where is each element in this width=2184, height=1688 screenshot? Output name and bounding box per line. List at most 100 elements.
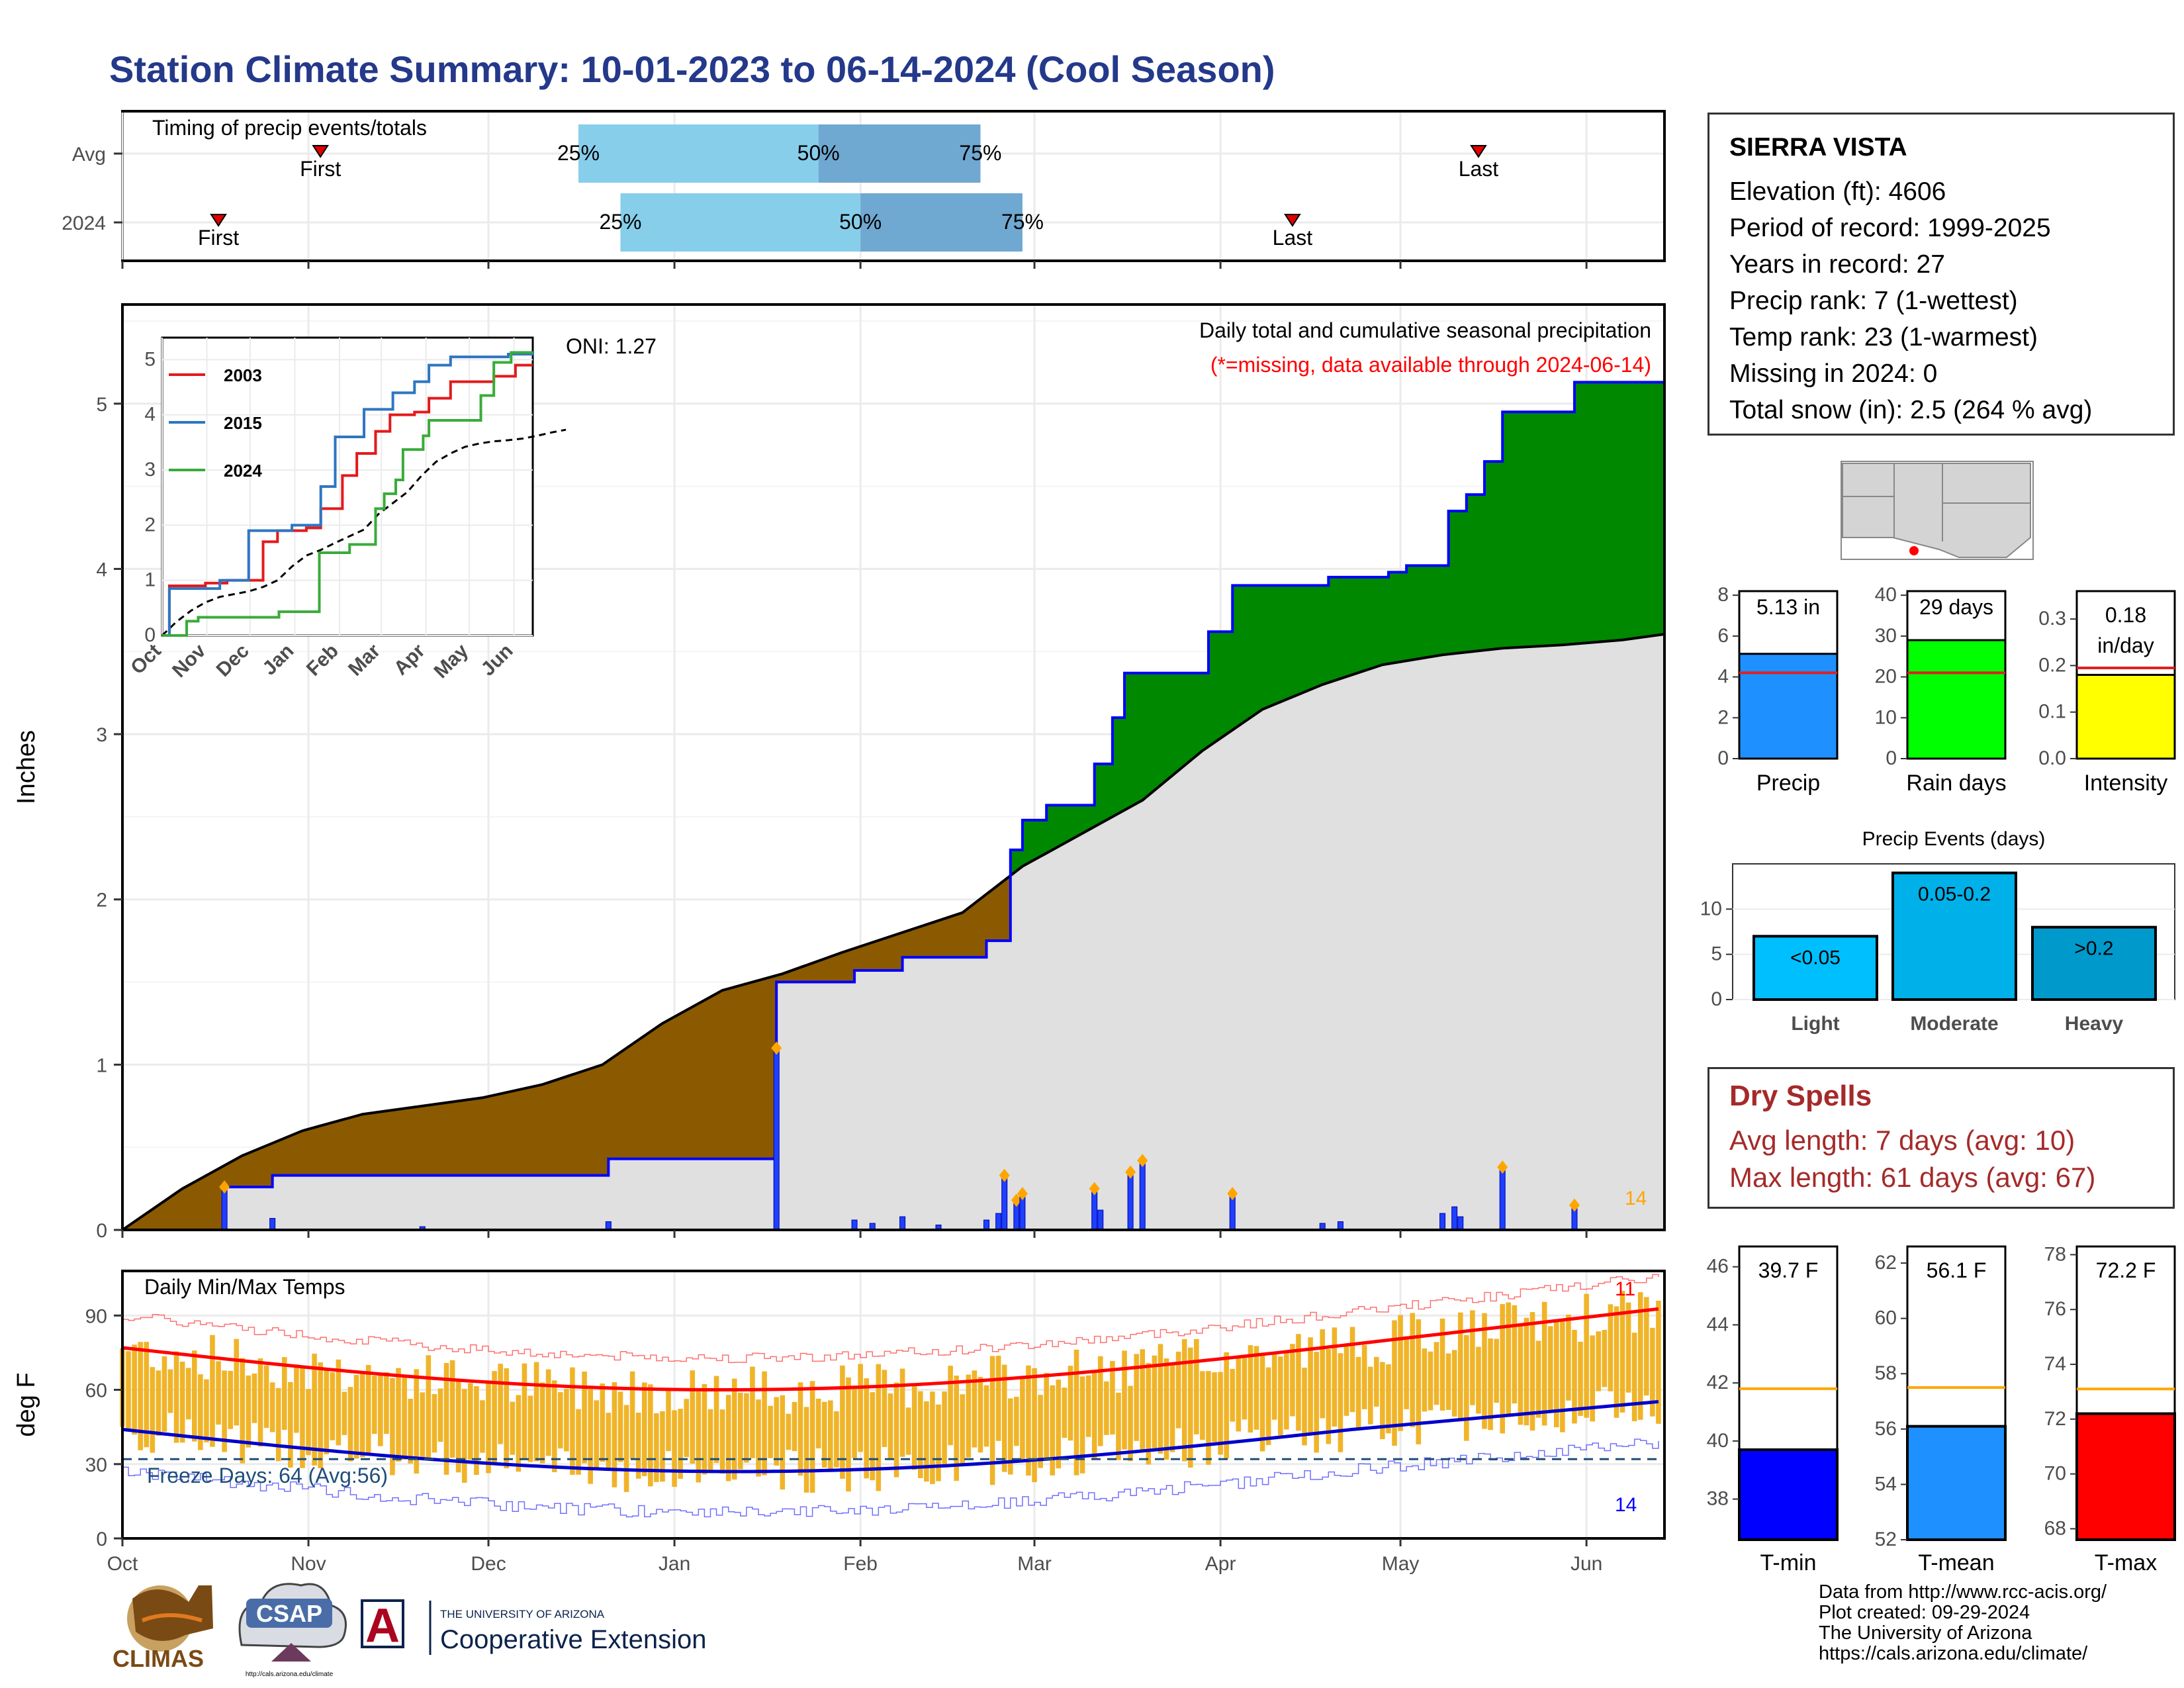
station-period: Period of record: 1999-2025	[1729, 214, 2051, 242]
mini-temp-ytick-label: 38	[1707, 1488, 1729, 1510]
mini-precip-value-1: 29 days	[1919, 595, 1993, 619]
daily-precip-bar	[1001, 1175, 1008, 1231]
daily-temp-bar	[378, 1374, 383, 1446]
ua-logo-small-text: THE UNIVERSITY OF ARIZONA	[440, 1608, 605, 1620]
mini-precip-ytick-label: 6	[1717, 625, 1729, 647]
daily-temp-bar	[1482, 1313, 1487, 1429]
timing-label-50: 50%	[839, 210, 882, 234]
page-title: Station Climate Summary: 10-01-2023 to 0…	[109, 48, 1275, 90]
daily-temp-bar	[185, 1368, 191, 1420]
csap-logo-url: http://cals.arizona.edu/climate	[246, 1671, 334, 1678]
daily-temp-bar	[1152, 1355, 1158, 1448]
daily-temp-bar	[960, 1394, 966, 1466]
dry-spells-title: Dry Spells	[1729, 1080, 1872, 1112]
daily-precip-marker	[1125, 1165, 1136, 1179]
timing-row-label-avg: Avg	[72, 144, 106, 165]
daily-precip-bar	[1457, 1216, 1464, 1231]
daily-temp-bar	[846, 1377, 851, 1492]
daily-temp-bar	[545, 1369, 551, 1456]
daily-temp-bar	[371, 1376, 377, 1434]
daily-temp-bar	[222, 1370, 227, 1452]
daily-temp-bar	[821, 1401, 827, 1468]
precip-subtitle: (*=missing, data available through 2024-…	[1210, 353, 1651, 377]
daily-temp-bar	[702, 1383, 707, 1475]
daily-precip-bar	[995, 1213, 1002, 1231]
daily-temp-bar	[1068, 1366, 1073, 1441]
timing-label-50: 50%	[797, 141, 840, 165]
daily-temp-bar	[330, 1372, 336, 1440]
daily-temp-bar	[989, 1356, 995, 1485]
daily-temp-bar	[1248, 1345, 1253, 1433]
mini-precip-label-1: Rain days	[1906, 771, 2006, 796]
daily-temp-bar	[834, 1411, 839, 1468]
daily-precip-bar	[773, 1047, 780, 1231]
daily-temp-bar	[1650, 1327, 1655, 1417]
daily-temp-bar	[792, 1401, 797, 1452]
daily-precip-bar	[1439, 1213, 1446, 1231]
daily-precip-bar	[851, 1219, 858, 1231]
daily-temp-bar	[156, 1370, 161, 1436]
daily-temp-bar	[719, 1409, 725, 1474]
footer-credits: Data from http://www.rcc-acis.org/ Plot …	[1819, 1582, 2107, 1664]
daily-temp-bar	[966, 1374, 972, 1458]
inset-ytick-label: 2	[144, 514, 156, 536]
daily-temp-bar	[1625, 1302, 1631, 1393]
daily-temp-bar	[809, 1381, 815, 1493]
daily-temp-bar	[257, 1358, 263, 1447]
daily-temp-bar	[995, 1355, 1001, 1441]
daily-temp-bar	[1091, 1370, 1097, 1460]
daily-temp-bar	[942, 1391, 947, 1466]
climas-logo-arc	[141, 1613, 203, 1622]
mini-temp-ytick-label: 40	[1707, 1430, 1729, 1452]
inset-frame	[161, 336, 534, 637]
precip-ytick-label: 3	[96, 724, 107, 746]
daily-temp-bar	[930, 1391, 935, 1484]
daily-temp-bar	[390, 1378, 395, 1476]
daily-temp-bar	[437, 1388, 443, 1442]
daily-temp-bar	[750, 1366, 755, 1458]
station-missing: Missing in 2024: 0	[1729, 359, 1938, 388]
mini-temp-ytick-label: 74	[2044, 1353, 2066, 1375]
daily-temp-bar	[1320, 1329, 1326, 1419]
daily-temp-bar	[1578, 1341, 1583, 1416]
record-high-line	[122, 1274, 1659, 1364]
daily-temp-bar	[594, 1400, 600, 1468]
daily-temp-bar	[1073, 1349, 1079, 1476]
daily-temp-bar	[1596, 1331, 1602, 1391]
daily-temp-bar	[905, 1407, 911, 1455]
mini-temp-ytick-label: 78	[2044, 1243, 2066, 1265]
mini-precip-value-2: 0.18	[2105, 603, 2146, 627]
daily-temp-bar	[1614, 1306, 1619, 1418]
daily-temp-bar	[1512, 1305, 1518, 1404]
daily-temp-bar	[402, 1376, 407, 1460]
daily-temp-bar	[522, 1363, 527, 1460]
daily-temp-bar	[1014, 1397, 1019, 1446]
daily-temp-bar	[887, 1393, 893, 1460]
daily-precip-bar	[269, 1218, 276, 1231]
daily-temp-bar	[420, 1392, 426, 1458]
daily-temp-bar	[1631, 1333, 1637, 1422]
mini-precip-bar-2	[2075, 674, 2176, 760]
station-name: SIERRA VISTA	[1729, 133, 1907, 162]
daily-temp-bar	[978, 1376, 983, 1453]
mini-precip-ytick-label: 30	[1875, 625, 1897, 647]
daily-temp-bar	[738, 1392, 743, 1470]
station-snow: Total snow (in): 2.5 (264 % avg)	[1729, 396, 2093, 424]
timing-title: Timing of precip events/totals	[152, 116, 427, 140]
daily-temp-bar	[1433, 1342, 1439, 1405]
daily-temp-bar	[1032, 1368, 1037, 1483]
footer-line-data-source: Data from http://www.rcc-acis.org/	[1819, 1581, 2107, 1603]
inset-ytick-label: 3	[144, 459, 156, 481]
mini-precip-label-2: Intensity	[2084, 771, 2168, 796]
daily-temp-bar	[911, 1385, 917, 1470]
cumulative-2024-line	[122, 381, 1664, 1231]
daily-temp-bar	[1062, 1387, 1068, 1438]
daily-temp-bar	[954, 1376, 959, 1481]
daily-temp-bar	[443, 1362, 449, 1475]
avg-tmin-line	[122, 1399, 1659, 1474]
daily-temp-bar	[275, 1387, 281, 1462]
timing-label-first: First	[198, 226, 239, 250]
daily-temp-bar	[1038, 1395, 1043, 1468]
